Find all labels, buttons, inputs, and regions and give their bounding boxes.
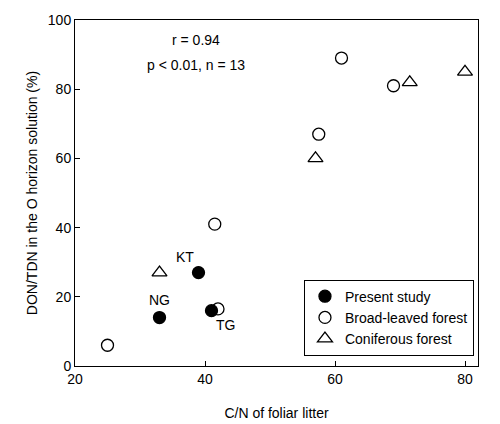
svg-text:80: 80 bbox=[457, 371, 473, 387]
svg-text:Present study: Present study bbox=[345, 289, 431, 305]
svg-text:20: 20 bbox=[67, 371, 83, 387]
svg-text:40: 40 bbox=[197, 371, 213, 387]
svg-text:KT: KT bbox=[176, 249, 194, 265]
svg-text:100: 100 bbox=[48, 12, 72, 28]
svg-text:Coniferous forest: Coniferous forest bbox=[345, 331, 452, 347]
svg-text:60: 60 bbox=[56, 150, 72, 166]
svg-text:20: 20 bbox=[56, 289, 72, 305]
svg-text:DON/TDN in the O horizon solut: DON/TDN in the O horizon solution (%) bbox=[24, 71, 40, 315]
svg-text:NG: NG bbox=[149, 292, 170, 308]
svg-text:Broad-leaved forest: Broad-leaved forest bbox=[345, 310, 467, 326]
svg-text:TG: TG bbox=[216, 317, 235, 333]
svg-text:60: 60 bbox=[327, 371, 343, 387]
svg-text:40: 40 bbox=[56, 220, 72, 236]
svg-text:80: 80 bbox=[56, 81, 72, 97]
svg-text:r = 0.94: r = 0.94 bbox=[172, 32, 220, 48]
svg-text:0: 0 bbox=[63, 358, 71, 374]
svg-text:p < 0.01, n = 13: p < 0.01, n = 13 bbox=[147, 57, 245, 73]
svg-text:C/N of foliar litter: C/N of foliar litter bbox=[224, 405, 329, 421]
